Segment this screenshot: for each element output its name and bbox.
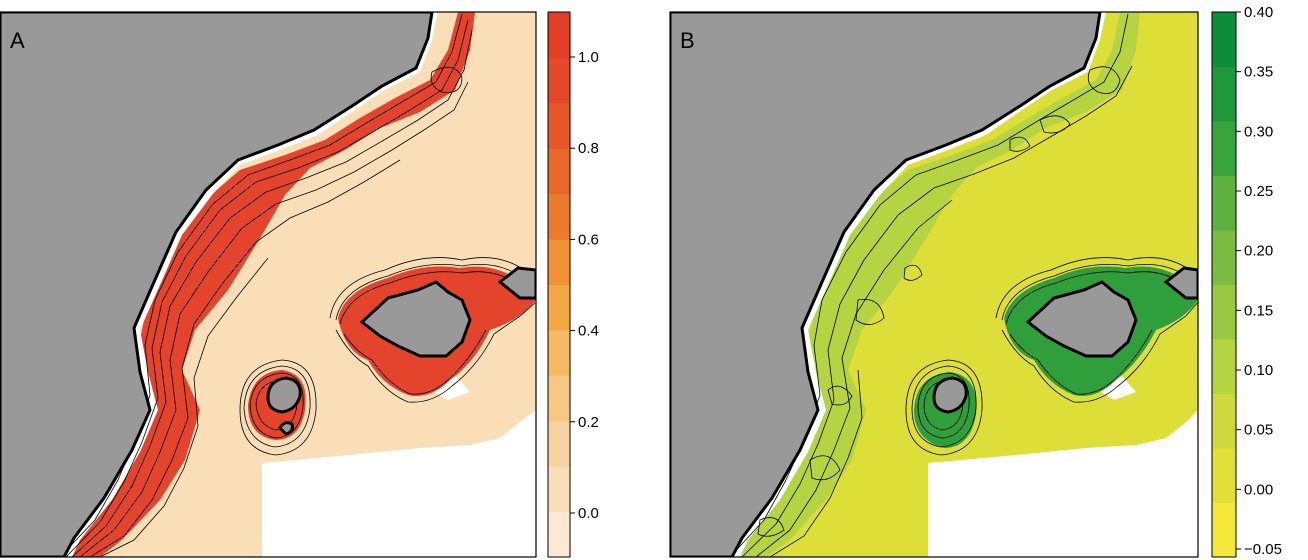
- land-island: [266, 376, 302, 414]
- colorbar-bin: [548, 239, 570, 285]
- colorbar-tick-label: 0.8: [578, 140, 599, 157]
- no-data-area: [928, 410, 1198, 557]
- colorbar-tick-label: −0.05: [1244, 541, 1282, 558]
- colorbar-tick-label: 0.4: [578, 323, 599, 340]
- colorbar-bin: [548, 284, 570, 331]
- colorbar-bin: [548, 193, 570, 240]
- colorbar-tick-label: 0.00: [1244, 481, 1273, 498]
- colorbar-tick-label: 0.20: [1244, 243, 1273, 260]
- land-island: [1025, 280, 1138, 358]
- land-island: [1163, 266, 1198, 300]
- colorbar-bin: [1212, 339, 1236, 394]
- colorbar-tick-label: 0.10: [1244, 362, 1273, 379]
- land-island: [932, 376, 968, 414]
- colorbar-bin: [1212, 502, 1236, 558]
- coastal-high-band: [58, 12, 475, 557]
- colorbar-bin: [548, 420, 570, 467]
- colorbar-bins: [548, 12, 570, 558]
- colorbar-bin: [1212, 175, 1236, 231]
- colorbar-bin: [1212, 121, 1236, 176]
- contour-lines: [905, 257, 1198, 456]
- colorbar-tick-label: 0.6: [578, 231, 599, 248]
- colorbar-tick-label: 0.25: [1244, 183, 1273, 200]
- no-data-area: [262, 410, 536, 557]
- colorbar-bin: [548, 466, 570, 513]
- colorbar-bin: [548, 511, 570, 558]
- colorbar-frame: [547, 11, 571, 558]
- contour-lines: [59, 13, 473, 557]
- land-mainland: [670, 12, 1102, 557]
- colorbar-bin: [1212, 230, 1236, 285]
- colorbar-tick-label: 1.0: [578, 49, 599, 66]
- contour-lines: [329, 257, 536, 403]
- colorbar-bins: [1212, 12, 1236, 558]
- colorbar-tick-label: 0.30: [1244, 123, 1273, 140]
- panel-label: A: [10, 28, 25, 53]
- map-panel-a: A: [0, 11, 537, 558]
- colorbar-a: 1.0 0.8 0.6 0.4 0.2 0.0: [547, 11, 599, 558]
- colorbar-b: 0.40 0.35 0.30 0.25 0.20 0.15 0.10 0.05 0.00 −0.0…: [1211, 4, 1282, 558]
- colorbar-tick-label: 0.15: [1244, 302, 1273, 319]
- colorbar-bin: [1212, 448, 1236, 503]
- land-island: [497, 266, 536, 300]
- panel-label: B: [680, 28, 695, 53]
- colorbar-ticks: 0.40 0.35 0.30 0.25 0.20 0.15 0.10 0.05 0.00 −0.0…: [1236, 4, 1282, 558]
- coastal-mid-band: [728, 12, 1140, 557]
- colorbar-bin: [1212, 66, 1236, 122]
- land-mainland: [0, 12, 434, 557]
- colorbar-bin: [548, 329, 570, 376]
- colorbar-bin: [548, 148, 570, 195]
- land-island: [359, 280, 472, 358]
- colorbar-tick-label: 0.35: [1244, 64, 1273, 81]
- colorbar-bin: [548, 12, 570, 58]
- colorbar-bin: [548, 375, 570, 422]
- colorbar-bin: [548, 57, 570, 104]
- colorbar-bin: [1212, 393, 1236, 449]
- map-frame: [669, 11, 1199, 558]
- map-frame: [0, 11, 537, 558]
- colorbar-tick-label: 0.2: [578, 414, 599, 431]
- map-panel-b: B: [669, 11, 1199, 558]
- colorbar-bin: [548, 102, 570, 149]
- land-island: [278, 421, 294, 436]
- colorbar-tick-label: 0.05: [1244, 422, 1273, 439]
- colorbar-tick-label: 0.40: [1244, 4, 1273, 21]
- colorbar-ticks: 1.0 0.8 0.6 0.4 0.2 0.0: [570, 49, 599, 522]
- colorbar-bin: [1212, 284, 1236, 340]
- colorbar-frame: [1211, 11, 1237, 558]
- colorbar-tick-label: 0.0: [578, 505, 599, 522]
- colorbar-bin: [1212, 12, 1236, 67]
